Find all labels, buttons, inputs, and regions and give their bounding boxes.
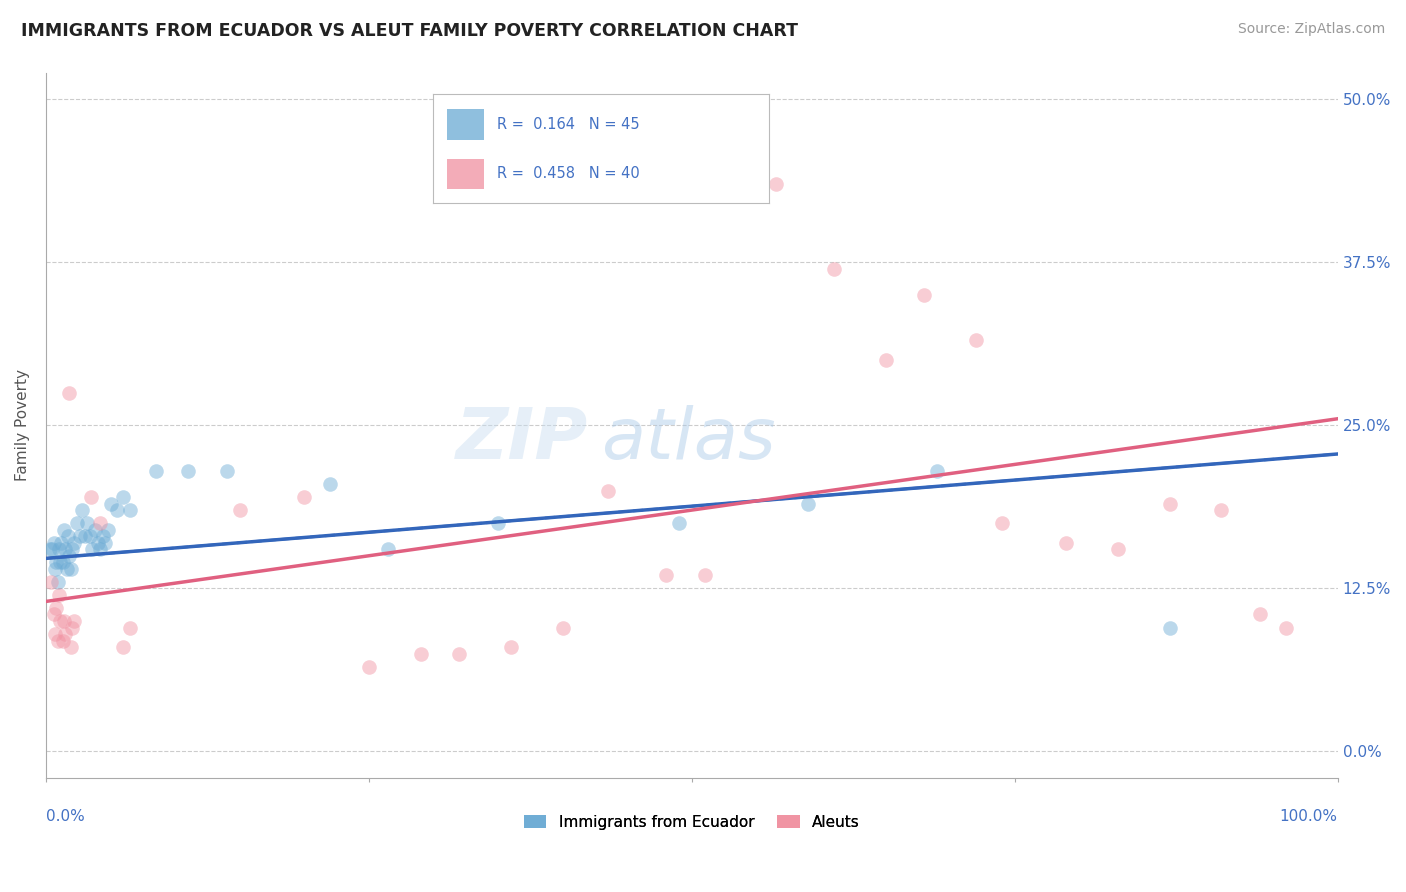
Point: [1249, 607, 1271, 622]
Point: [1159, 620, 1181, 634]
Point: [53, 523, 76, 537]
Point: [551, 620, 574, 634]
Point: [765, 177, 787, 191]
Point: [965, 334, 987, 348]
Text: ZIP: ZIP: [456, 405, 589, 474]
Point: [45, 555, 67, 569]
Point: [228, 503, 250, 517]
Point: [82, 542, 104, 557]
Point: [499, 640, 522, 654]
Point: [38, 542, 60, 557]
Point: [797, 497, 820, 511]
Point: [73, 529, 96, 543]
Point: [97, 523, 120, 537]
Point: [48, 588, 70, 602]
Point: [91, 529, 114, 543]
Point: [59, 562, 82, 576]
Legend: Immigrants from Ecuador, Aleuts: Immigrants from Ecuador, Aleuts: [523, 814, 860, 830]
Point: [409, 647, 432, 661]
Point: [693, 568, 716, 582]
Point: [53, 542, 76, 557]
Point: [45, 601, 67, 615]
Point: [377, 542, 399, 557]
Point: [105, 503, 128, 517]
Point: [655, 568, 678, 582]
Point: [44, 562, 66, 576]
Point: [56, 529, 79, 543]
Point: [53, 627, 76, 641]
Text: Source: ZipAtlas.com: Source: ZipAtlas.com: [1237, 22, 1385, 37]
Point: [46, 574, 69, 589]
Point: [52, 555, 75, 569]
Text: 100.0%: 100.0%: [1279, 809, 1337, 824]
Point: [991, 516, 1014, 530]
Point: [41, 542, 63, 557]
Point: [1275, 620, 1298, 634]
Point: [1159, 497, 1181, 511]
Point: [177, 464, 200, 478]
Point: [215, 464, 238, 478]
Point: [42, 535, 65, 549]
Point: [486, 516, 509, 530]
Point: [118, 620, 141, 634]
Point: [51, 535, 73, 549]
Point: [89, 542, 111, 557]
Point: [118, 503, 141, 517]
Point: [53, 614, 76, 628]
Point: [1054, 535, 1077, 549]
Point: [112, 490, 135, 504]
Point: [89, 516, 111, 530]
Point: [86, 535, 108, 549]
Point: [58, 549, 80, 563]
Point: [63, 535, 86, 549]
Point: [912, 287, 935, 301]
Point: [52, 633, 75, 648]
Point: [100, 497, 122, 511]
Point: [49, 614, 72, 628]
Point: [48, 542, 70, 557]
Point: [84, 523, 107, 537]
Point: [63, 614, 86, 628]
Point: [44, 627, 66, 641]
Point: [80, 490, 103, 504]
Point: [66, 516, 89, 530]
Point: [60, 542, 83, 557]
Point: [69, 529, 91, 543]
Point: [596, 483, 619, 498]
Text: 0.0%: 0.0%: [46, 809, 84, 824]
Point: [49, 555, 72, 569]
Point: [1211, 503, 1233, 517]
Point: [46, 633, 69, 648]
Point: [1107, 542, 1129, 557]
Point: [357, 659, 380, 673]
Point: [58, 385, 80, 400]
Text: atlas: atlas: [602, 405, 776, 474]
Point: [823, 261, 845, 276]
Y-axis label: Family Poverty: Family Poverty: [15, 369, 30, 482]
Point: [145, 464, 167, 478]
Point: [60, 620, 83, 634]
Point: [112, 640, 135, 654]
Point: [927, 464, 949, 478]
Point: [59, 640, 82, 654]
Point: [875, 353, 897, 368]
Point: [79, 529, 101, 543]
Point: [39, 574, 62, 589]
Point: [70, 503, 93, 517]
Text: IMMIGRANTS FROM ECUADOR VS ALEUT FAMILY POVERTY CORRELATION CHART: IMMIGRANTS FROM ECUADOR VS ALEUT FAMILY …: [21, 22, 799, 40]
Point: [668, 516, 690, 530]
Point: [449, 647, 471, 661]
Point: [319, 477, 342, 491]
Point: [292, 490, 315, 504]
Point: [42, 607, 65, 622]
Point: [76, 516, 98, 530]
Point: [94, 535, 117, 549]
Point: [55, 562, 77, 576]
